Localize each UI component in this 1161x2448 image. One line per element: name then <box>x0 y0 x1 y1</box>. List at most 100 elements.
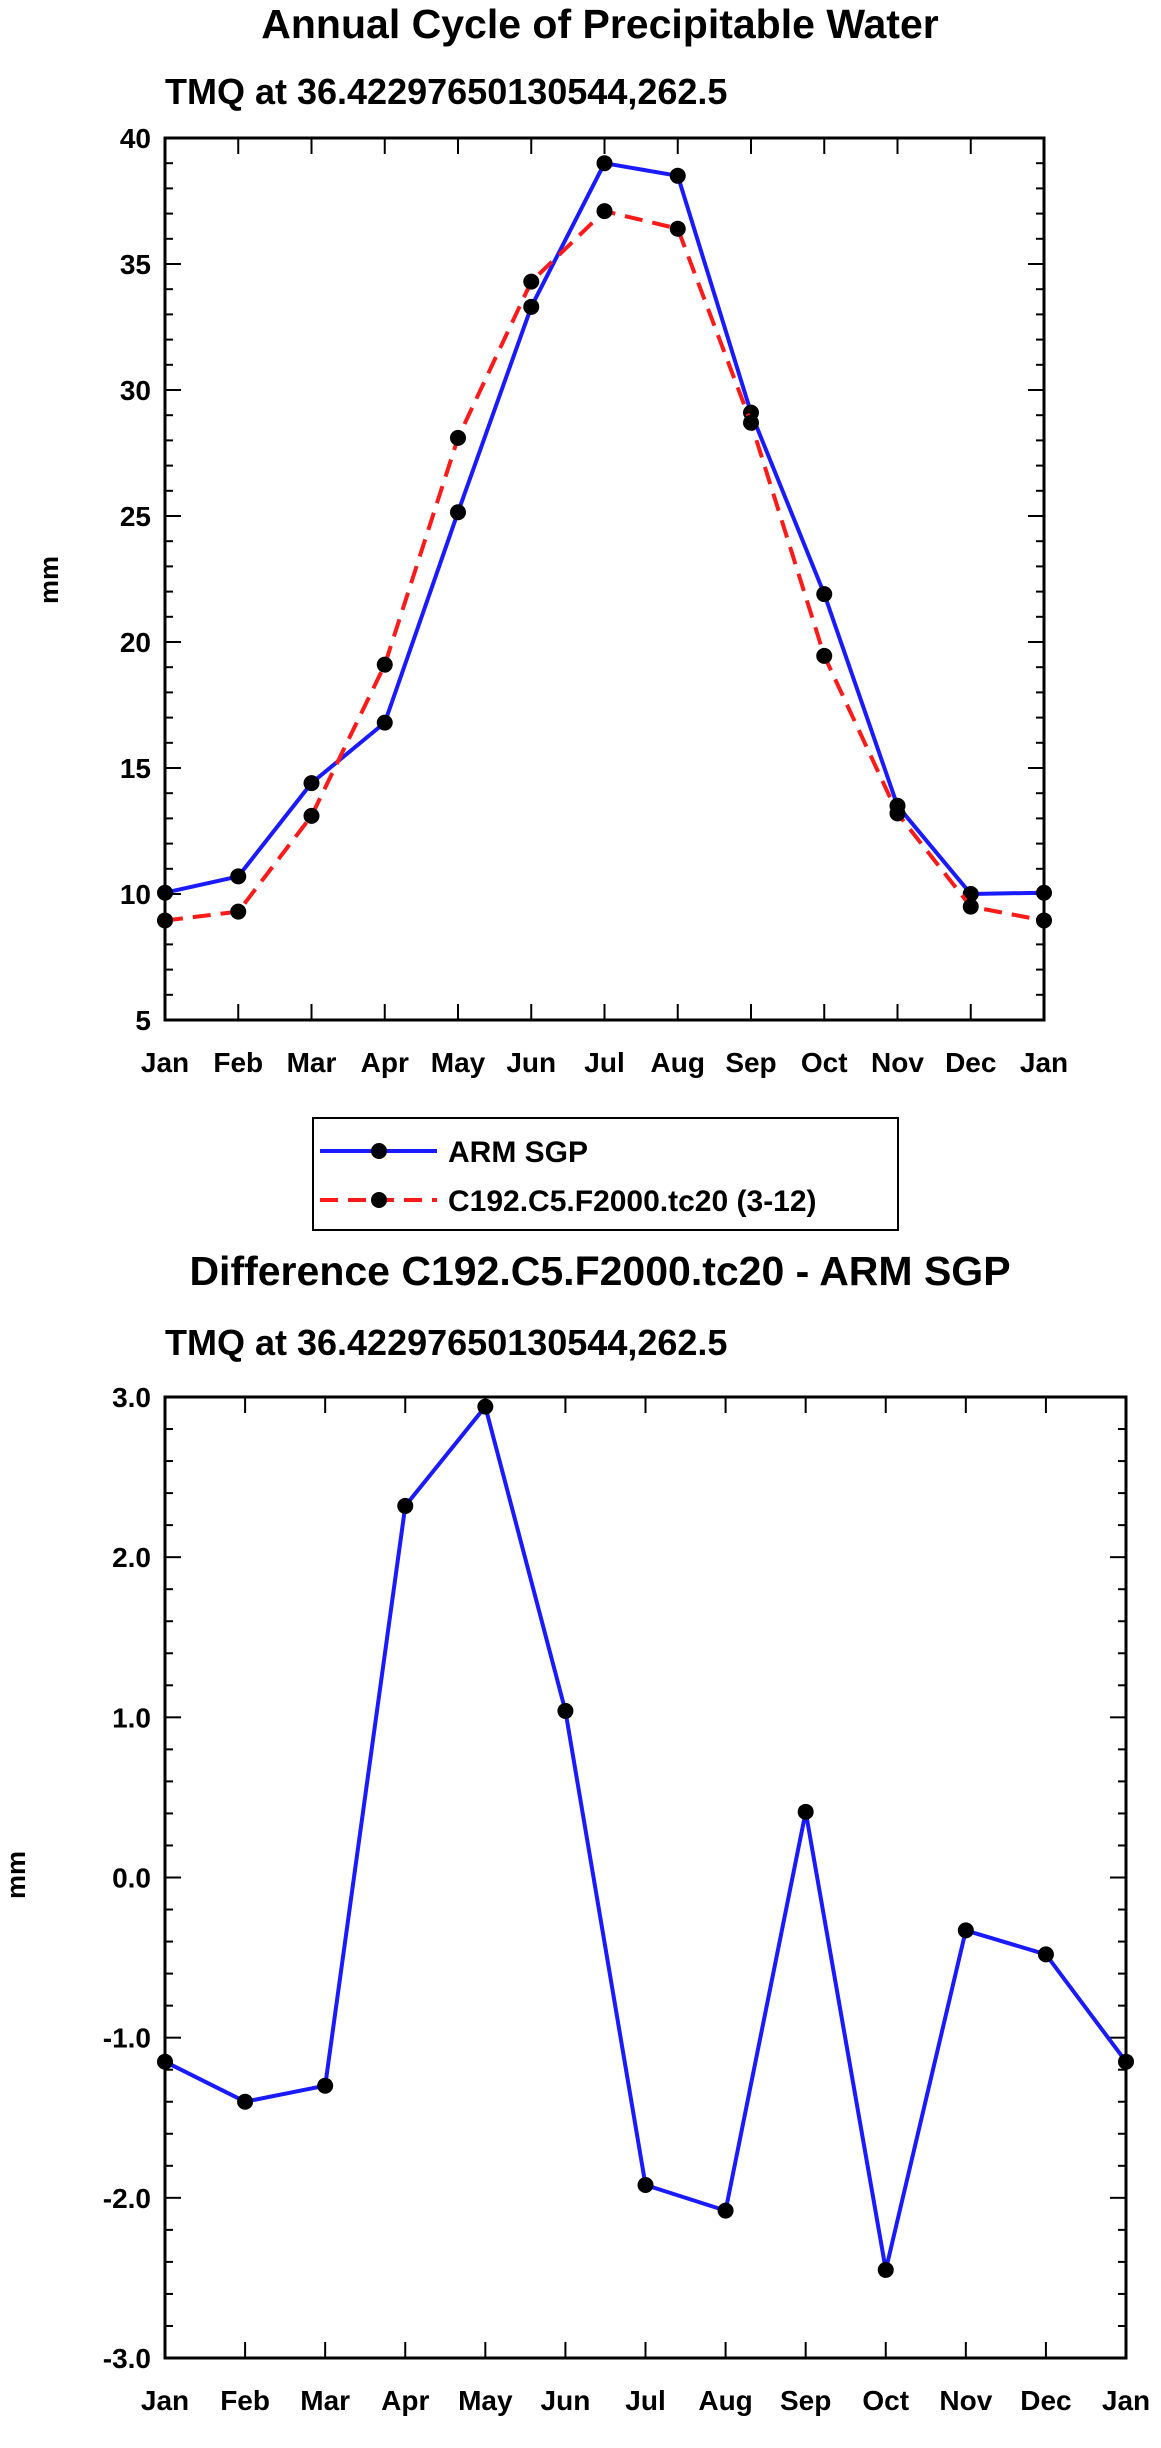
c2-xtick-label: Apr <box>381 2385 429 2416</box>
c2-series-0-point <box>237 2093 254 2110</box>
c2-ytick-label: 1.0 <box>112 1702 151 1733</box>
annual-cycle-chart: Annual Cycle of Precipitable Water TMQ a… <box>34 1 1068 1078</box>
c2-xtick-label: Jan <box>141 2385 189 2416</box>
c1-series-0-point <box>816 586 833 603</box>
legend-label-model: C192.C5.F2000.tc20 (3-12) <box>448 1185 817 1218</box>
chart1-y-axis-label: mm <box>34 556 64 604</box>
chart1-title: Annual Cycle of Precipitable Water <box>261 1 938 47</box>
c1-series-1-point <box>816 647 833 664</box>
c2-xtick-label: Feb <box>220 2385 270 2416</box>
c2-series-0-point <box>957 1922 974 1939</box>
c2-xtick-label: Aug <box>698 2385 752 2416</box>
c2-xtick-label: Sep <box>780 2385 831 2416</box>
chart1-x-tick-labels: Jan Feb Mar Apr May Jun Jul Aug Sep Oct Nov Dec Jan <box>141 1047 1068 1078</box>
c2-series-0-point <box>317 2077 334 2094</box>
c1-series-line-1 <box>164 209 1045 923</box>
c1-series-1-point <box>230 903 247 920</box>
c1-ytick-label: 40 <box>120 123 151 154</box>
c1-xtick-label: Jan <box>1020 1047 1068 1078</box>
chart2-subtitle: TMQ at 36.42297650130544,262.5 <box>165 1322 727 1363</box>
c1-ytick-label: 10 <box>120 879 151 910</box>
c1-xtick-label: Aug <box>651 1047 705 1078</box>
chart2-plot-frame <box>163 1395 1128 2360</box>
c2-xtick-label: Jul <box>625 2385 665 2416</box>
legend-label-arm-sgp: ARM SGP <box>448 1136 588 1169</box>
c2-series-0-point <box>717 2202 734 2219</box>
c1-xtick-label: Oct <box>801 1047 848 1078</box>
c2-ytick-label: -1.0 <box>103 2023 151 2054</box>
c1-series-1-point <box>596 203 613 220</box>
c2-ytick-label: 3.0 <box>112 1382 151 1413</box>
c2-xtick-label: Nov <box>939 2385 992 2416</box>
legend-entry-model: C192.C5.F2000.tc20 (3-12) <box>320 1185 817 1218</box>
c1-xtick-label: Nov <box>871 1047 924 1078</box>
chart1-subtitle: TMQ at 36.42297650130544,262.5 <box>165 71 727 112</box>
c1-xtick-label: Feb <box>213 1047 263 1078</box>
chart2-series <box>157 1398 1134 2278</box>
c1-xtick-label: Apr <box>361 1047 409 1078</box>
c2-series-0-point <box>477 1398 494 1415</box>
difference-chart: Difference C192.C5.F2000.tc20 - ARM SGP … <box>1 1248 1150 2416</box>
c1-series-line-0 <box>164 161 1045 896</box>
c2-xtick-label: Dec <box>1020 2385 1071 2416</box>
c2-series-0-point <box>1037 1946 1054 1963</box>
c2-series-0-point <box>797 1803 814 1820</box>
c1-series-0-point <box>962 886 979 902</box>
legend-entry-arm-sgp: ARM SGP <box>320 1136 588 1169</box>
c2-series-0-point <box>397 1497 414 1514</box>
c1-series-1-point <box>303 807 320 824</box>
c1-xtick-label: Mar <box>287 1047 337 1078</box>
chart1-ticks <box>164 137 1045 1021</box>
c1-series-0-point <box>450 504 466 521</box>
c1-series-0-point <box>230 868 247 885</box>
c1-ytick-label: 20 <box>120 627 151 658</box>
c2-ytick-label: 2.0 <box>112 1542 151 1573</box>
c1-xtick-label: May <box>431 1047 486 1078</box>
chart2-y-tick-labels: -3.0 -2.0 -1.0 0.0 1.0 2.0 3.0 <box>103 1382 151 2374</box>
c1-ytick-label: 5 <box>135 1005 151 1036</box>
c1-series-0-point <box>669 167 686 184</box>
c1-series-1-point <box>523 273 540 290</box>
legend-marker-model <box>371 1192 387 1208</box>
c1-xtick-label: Jun <box>506 1047 556 1078</box>
chart2-ticks <box>164 1396 1127 2359</box>
c2-xtick-label: Oct <box>862 2385 909 2416</box>
chart2-title: Difference C192.C5.F2000.tc20 - ARM SGP <box>189 1248 1010 1294</box>
legend-marker-arm-sgp <box>371 1143 387 1159</box>
chart2-y-axis-label: mm <box>1 1851 31 1899</box>
c1-series-1-point <box>376 656 393 673</box>
c1-series-1-point <box>962 898 979 915</box>
c2-series-0-point <box>637 2177 654 2194</box>
chart1-y-tick-labels: 5 10 15 20 25 30 35 40 <box>120 123 151 1036</box>
c2-series-line-0 <box>164 1404 1128 2272</box>
c2-series-0-point <box>557 1702 574 1719</box>
legend-box <box>312 1117 899 1231</box>
c1-xtick-label: Sep <box>725 1047 776 1078</box>
c2-series-0-point <box>877 2261 894 2278</box>
c1-series-0-point <box>596 155 613 172</box>
chart1-series <box>157 155 1052 929</box>
c2-ytick-label: -2.0 <box>103 2183 151 2214</box>
chart1-legend: ARM SGP C192.C5.F2000.tc20 (3-12) <box>312 1117 899 1231</box>
c2-ytick-label: 0.0 <box>112 1863 151 1894</box>
c1-ytick-label: 35 <box>120 249 151 280</box>
c2-ytick-label: -3.0 <box>103 2343 151 2374</box>
c1-series-0-point <box>303 775 320 792</box>
c2-xtick-label: Jun <box>541 2385 591 2416</box>
c1-ytick-label: 25 <box>120 501 151 532</box>
c1-series-1-point <box>669 220 686 237</box>
c1-xtick-label: Dec <box>945 1047 996 1078</box>
c1-series-0-point <box>523 298 540 315</box>
c1-series-0-point <box>376 714 393 731</box>
c1-ytick-label: 15 <box>120 753 151 784</box>
c1-xtick-label: Jan <box>141 1047 189 1078</box>
chart2-x-tick-labels: Jan Feb Mar Apr May Jun Jul Aug Sep Oct Nov Dec Jan <box>141 2385 1150 2416</box>
c1-series-1-point <box>450 429 466 446</box>
chart1-plot-frame <box>163 136 1046 1022</box>
c2-xtick-label: May <box>458 2385 513 2416</box>
c1-series-1-point <box>743 414 759 431</box>
c2-xtick-label: Mar <box>300 2385 350 2416</box>
c1-xtick-label: Jul <box>584 1047 624 1078</box>
c1-ytick-label: 30 <box>120 375 151 406</box>
